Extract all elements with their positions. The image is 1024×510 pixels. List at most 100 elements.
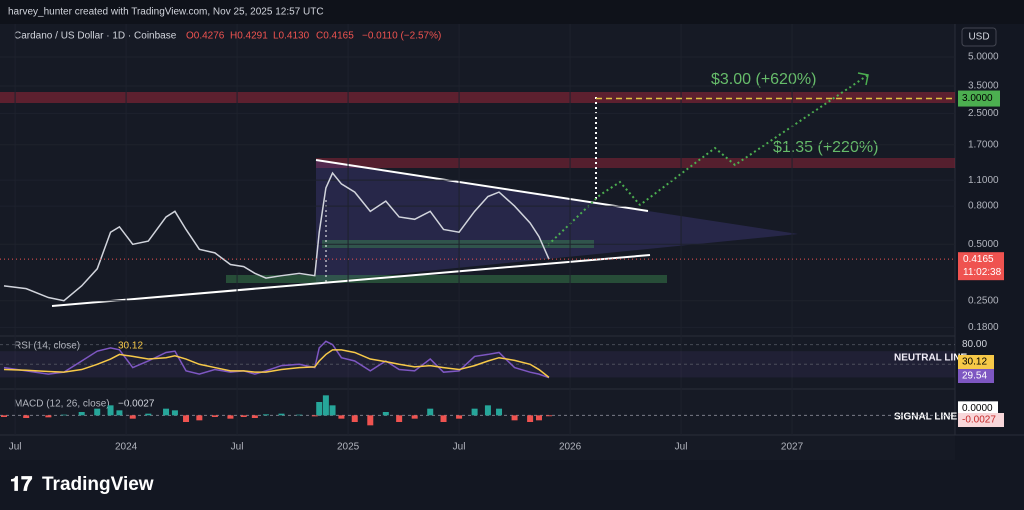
countdown: 11:02:38 bbox=[963, 267, 1002, 278]
target-annotation: $1.35 (+220%) bbox=[773, 139, 878, 156]
y-tick-label: 1.1000 bbox=[968, 175, 999, 186]
ohlc-high: H0.4291 bbox=[230, 31, 268, 42]
rsi-ma-label: 30.12 bbox=[962, 357, 987, 368]
macd-value-box bbox=[958, 413, 1004, 427]
logo: TradingView bbox=[42, 474, 154, 495]
trendline bbox=[51, 254, 651, 307]
macd-annotation: SIGNAL LINE bbox=[894, 412, 957, 423]
histogram-bar bbox=[411, 415, 418, 419]
x-tick-label: 2024 bbox=[115, 442, 138, 453]
histogram-bar bbox=[278, 413, 285, 416]
y-tick-label: 0.1800 bbox=[968, 322, 999, 333]
header-text: harvey_hunter created with TradingView.c… bbox=[8, 7, 324, 18]
histogram-bar bbox=[427, 408, 434, 416]
rsi-title: RSI (14, close) bbox=[14, 341, 80, 352]
histogram-bar bbox=[527, 415, 534, 422]
y-tick-label: 5.0000 bbox=[968, 52, 999, 63]
histogram-bar bbox=[0, 415, 7, 417]
histogram-bar bbox=[78, 412, 85, 416]
ohlc-open: O0.4276 bbox=[186, 31, 225, 42]
rsi-box bbox=[958, 369, 994, 383]
histogram-bar bbox=[60, 414, 67, 416]
histogram-bar bbox=[227, 415, 234, 419]
rsi-legend-value: 30.12 bbox=[118, 341, 143, 352]
target-label: 3.0000 bbox=[962, 93, 993, 104]
histogram-bar bbox=[496, 408, 503, 416]
histogram-bar bbox=[145, 413, 152, 416]
histogram-bar bbox=[456, 415, 463, 419]
macd-title: MACD (12, 26, close) bbox=[14, 399, 110, 410]
histogram-bar bbox=[511, 415, 518, 421]
y-tick-label: 0.0000 bbox=[962, 403, 993, 414]
symbol-title: Cardano / US Dollar · 1D · Coinbase bbox=[14, 31, 177, 42]
x-tick-label: 2027 bbox=[781, 442, 804, 453]
macd-value-label: -0.0027 bbox=[962, 415, 996, 426]
series-line bbox=[3, 349, 550, 378]
resistance-zone bbox=[0, 92, 955, 103]
target-label-box bbox=[958, 90, 1000, 107]
x-tick-label: Jul bbox=[453, 442, 466, 453]
histogram-bar bbox=[116, 410, 123, 416]
y-tick-label: 3.5000 bbox=[968, 81, 999, 92]
histogram-bar bbox=[535, 415, 542, 421]
rsi-annotation: NEUTRAL LINE bbox=[894, 353, 967, 364]
histogram-bar bbox=[171, 410, 178, 416]
histogram-bar bbox=[45, 415, 52, 418]
x-tick-label: 2026 bbox=[559, 442, 582, 453]
histogram-bar bbox=[471, 408, 478, 416]
support-zone bbox=[226, 275, 667, 283]
rsi-label: 29.54 bbox=[962, 371, 987, 382]
histogram-bar bbox=[545, 415, 552, 417]
histogram-bar bbox=[367, 415, 374, 426]
y-tick-label: 80.00 bbox=[962, 339, 987, 350]
resistance-zone bbox=[316, 158, 955, 168]
y-tick-label: 0.5000 bbox=[968, 239, 999, 250]
histogram-bar bbox=[311, 415, 318, 417]
histogram-bar bbox=[240, 415, 247, 417]
macd-legend-value: −0.0027 bbox=[118, 399, 155, 410]
ohlc-low: L0.4130 bbox=[273, 31, 310, 42]
ohlc-change: −0.0110 (−2.57%) bbox=[362, 31, 441, 42]
currency[interactable]: USD bbox=[968, 32, 989, 43]
histogram-bar bbox=[163, 408, 170, 416]
currency-box[interactable] bbox=[961, 27, 997, 47]
histogram-bar bbox=[196, 415, 203, 421]
x-tick-label: Jul bbox=[231, 442, 244, 453]
histogram-bar bbox=[396, 415, 403, 422]
target-annotation: $3.00 (+620%) bbox=[711, 71, 816, 88]
rsi-ma-box bbox=[958, 355, 994, 369]
projection-arrow bbox=[857, 72, 869, 86]
projection-path bbox=[547, 74, 869, 246]
histogram-bar bbox=[183, 415, 190, 422]
x-tick-label: Jul bbox=[9, 442, 22, 453]
histogram-bar bbox=[107, 405, 114, 416]
histogram-bar bbox=[211, 415, 218, 417]
histogram-bar bbox=[440, 415, 447, 422]
zero-box bbox=[958, 401, 998, 416]
triangle-pattern bbox=[316, 160, 798, 282]
y-tick-label: 0.8000 bbox=[968, 201, 999, 212]
histogram-bar bbox=[322, 395, 329, 416]
histogram-bar bbox=[251, 415, 258, 418]
y-tick-label: 1.7000 bbox=[968, 139, 999, 150]
series-line bbox=[3, 340, 550, 379]
x-tick-label: 2025 bbox=[337, 442, 360, 453]
plot-area bbox=[0, 24, 955, 460]
histogram-bar bbox=[296, 414, 303, 416]
y-tick-label: 0.2500 bbox=[968, 295, 999, 306]
histogram-bar bbox=[23, 415, 30, 418]
x-tick-label: Jul bbox=[675, 442, 688, 453]
histogram-bar bbox=[382, 412, 389, 416]
histogram-bar bbox=[484, 405, 491, 416]
histogram-bar bbox=[94, 408, 101, 416]
last-price-box bbox=[958, 252, 1004, 281]
ohlc-close: C0.4165 bbox=[316, 31, 354, 42]
logo-mark: 𝟏𝟕 bbox=[10, 473, 32, 495]
y-tick-label: 2.5000 bbox=[968, 108, 999, 119]
histogram-bar bbox=[351, 415, 358, 422]
histogram-bar bbox=[329, 405, 336, 416]
histogram-bar bbox=[262, 414, 269, 416]
header-bar bbox=[0, 0, 1024, 24]
histogram-bar bbox=[338, 415, 345, 419]
